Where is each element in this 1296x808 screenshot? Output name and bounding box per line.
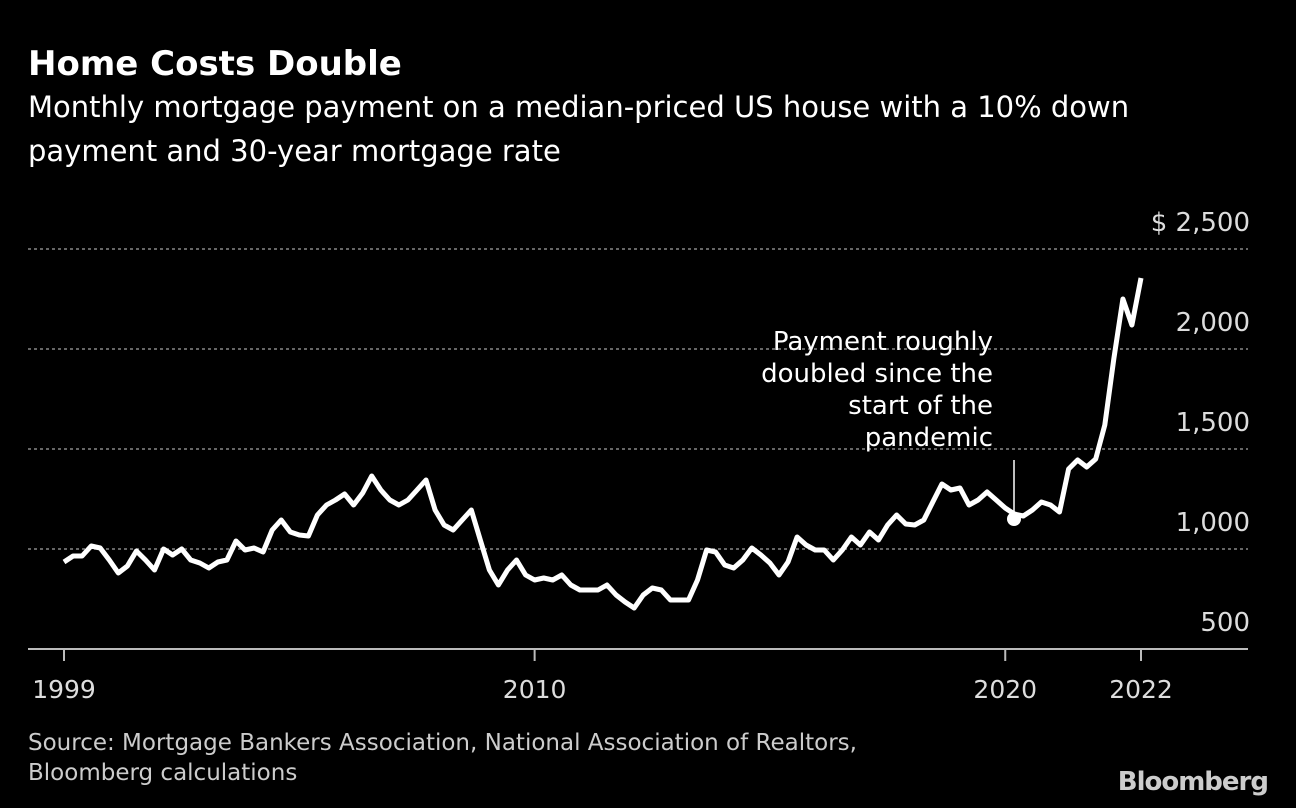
y-tick-label: 1,500 [1176, 408, 1250, 438]
x-tick-label: 2010 [503, 675, 567, 704]
x-tick-label: 2022 [1109, 675, 1173, 704]
x-tick-label: 1999 [32, 675, 96, 704]
chart-title: Home Costs Double [28, 44, 402, 84]
annotation: Payment roughly [773, 327, 993, 357]
annotation: start of the [848, 391, 993, 421]
chart-subtitle: payment and 30-year mortgage rate [28, 134, 561, 168]
source: Bloomberg calculations [28, 760, 297, 786]
chart-subtitle: Monthly mortgage payment on a median-pri… [28, 90, 1129, 124]
x-tick-label: 2020 [973, 675, 1037, 704]
source: Source: Mortgage Bankers Association, Na… [28, 730, 857, 756]
brand: Bloomberg [1118, 767, 1268, 797]
y-tick-label: 1,000 [1176, 508, 1250, 538]
y-tick-label: 2,000 [1176, 308, 1250, 338]
annotation: doubled since the [761, 359, 993, 389]
y-tick-label: $ 2,500 [1151, 208, 1250, 238]
y-tick-label: 500 [1200, 608, 1250, 638]
data-line [62, 277, 1144, 611]
annotation-dot [1007, 512, 1021, 526]
annotation: pandemic [865, 423, 993, 453]
